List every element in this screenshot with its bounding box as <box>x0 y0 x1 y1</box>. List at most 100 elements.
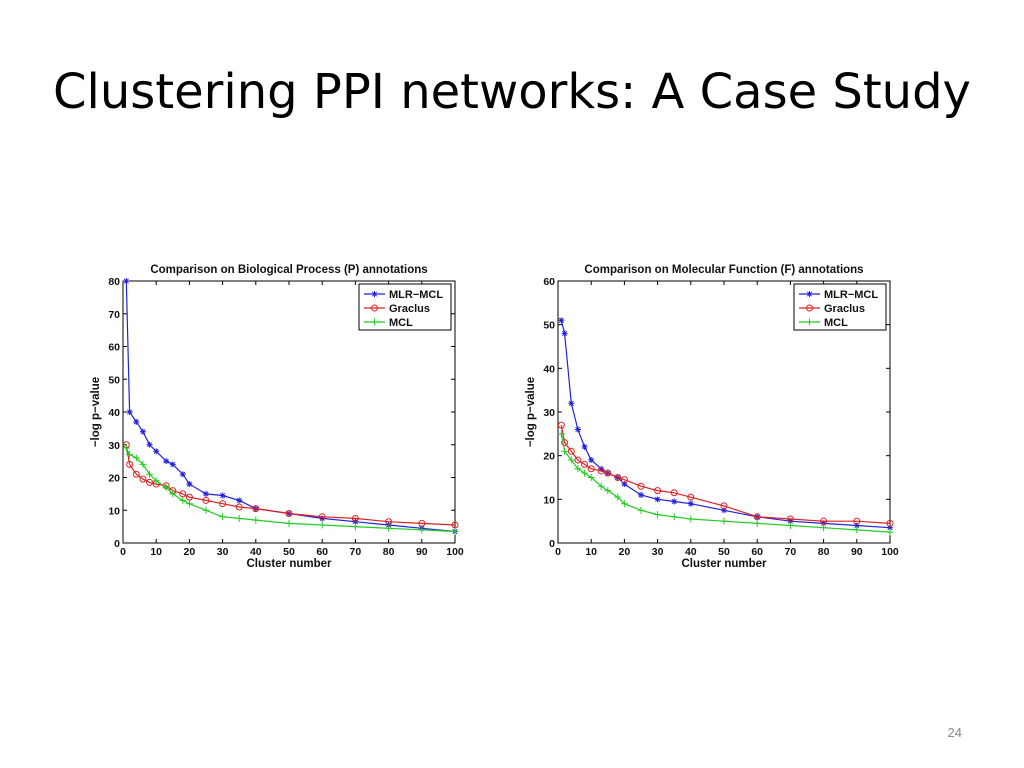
x-tick-label: 30 <box>217 546 229 558</box>
data-point <box>451 521 459 529</box>
x-axis-label: Cluster number <box>247 558 333 570</box>
data-point <box>786 522 794 530</box>
legend: MLR−MCL Graclus MCL <box>358 283 452 331</box>
data-point <box>203 490 209 497</box>
data-point <box>385 524 393 532</box>
legend: MLR−MCL Graclus MCL <box>793 283 887 331</box>
x-tick-label: 30 <box>652 546 664 558</box>
legend-marker <box>806 318 813 326</box>
data-point <box>126 409 133 415</box>
chart-svg-molecular-function: Comparison on Molecular Function (F) ann… <box>525 264 899 570</box>
x-tick-label: 0 <box>555 546 561 558</box>
y-axis-label: −log p−value <box>90 377 102 447</box>
x-tick-label: 40 <box>685 546 697 558</box>
x-tick-label: 90 <box>416 546 428 558</box>
data-point <box>670 513 678 521</box>
data-point <box>236 497 243 504</box>
data-point <box>720 517 728 525</box>
data-point <box>146 441 153 448</box>
data-point <box>219 492 226 499</box>
data-point <box>687 515 695 523</box>
data-point <box>786 515 794 523</box>
data-point <box>235 514 243 522</box>
x-tick-label: 80 <box>818 546 830 558</box>
data-point <box>637 482 645 490</box>
data-point <box>597 482 605 490</box>
legend-marker <box>371 318 378 326</box>
data-point <box>162 483 170 491</box>
data-point <box>753 519 761 527</box>
data-point <box>574 465 582 473</box>
y-tick-label: 70 <box>108 309 120 321</box>
chart-title: Comparison on Molecular Function (F) ann… <box>584 264 863 276</box>
data-point <box>886 519 894 527</box>
data-point <box>581 443 588 450</box>
x-tick-label: 60 <box>751 546 763 558</box>
data-point <box>252 505 260 513</box>
y-tick-label: 10 <box>108 505 120 517</box>
data-point <box>202 496 210 504</box>
legend-label: MLR−MCL <box>824 289 878 301</box>
data-point <box>185 493 193 501</box>
data-point <box>654 496 661 503</box>
x-axis-label: Cluster number <box>682 558 768 570</box>
data-point <box>558 317 565 324</box>
data-point <box>581 460 589 468</box>
data-point <box>186 481 193 488</box>
data-point <box>614 474 622 481</box>
data-point <box>574 426 581 433</box>
series-2 <box>557 430 894 536</box>
chart-svg-biological-process: Comparison on Biological Process (P) ann… <box>90 264 464 570</box>
data-point <box>557 430 565 438</box>
series-1 <box>557 421 894 527</box>
data-point <box>567 447 575 455</box>
data-point <box>621 481 628 488</box>
legend-marker <box>371 304 378 312</box>
x-tick-label: 0 <box>120 546 126 558</box>
x-tick-label: 100 <box>446 546 464 558</box>
legend-label: Graclus <box>824 303 865 315</box>
data-point <box>568 400 575 407</box>
data-point <box>753 513 761 521</box>
data-point <box>853 522 860 529</box>
data-point <box>567 456 575 464</box>
data-point <box>318 513 326 521</box>
data-point <box>179 496 187 504</box>
data-point <box>185 500 193 508</box>
data-point <box>581 469 589 477</box>
data-point <box>133 418 140 425</box>
x-tick-label: 10 <box>585 546 597 558</box>
x-tick-label: 70 <box>785 546 797 558</box>
data-point <box>153 448 160 455</box>
data-point <box>418 519 426 527</box>
y-tick-label: 0 <box>114 538 120 550</box>
y-tick-label: 30 <box>543 407 555 419</box>
data-point <box>654 487 662 495</box>
legend-marker <box>371 291 378 297</box>
data-point <box>654 511 662 519</box>
data-point <box>351 514 359 522</box>
data-point <box>169 461 176 468</box>
data-point <box>557 421 565 429</box>
data-point <box>122 444 130 452</box>
data-point <box>146 478 154 486</box>
data-point <box>235 503 243 511</box>
data-point <box>721 507 727 514</box>
y-tick-label: 80 <box>108 276 120 288</box>
chart-molecular-function: Comparison on Molecular Function (F) ann… <box>520 255 910 575</box>
data-point <box>318 521 326 529</box>
series-line <box>560 424 891 524</box>
data-point <box>637 506 645 514</box>
data-point <box>604 487 612 495</box>
data-point <box>139 460 147 468</box>
data-point <box>620 500 628 508</box>
y-axis-label: −log p−value <box>525 377 537 447</box>
data-point <box>123 278 130 284</box>
series-line <box>125 447 456 533</box>
data-point <box>820 520 827 527</box>
data-point <box>561 447 569 455</box>
series-line <box>125 280 456 533</box>
legend-marker <box>806 304 813 312</box>
data-point <box>219 500 227 508</box>
y-tick-label: 0 <box>549 538 555 550</box>
